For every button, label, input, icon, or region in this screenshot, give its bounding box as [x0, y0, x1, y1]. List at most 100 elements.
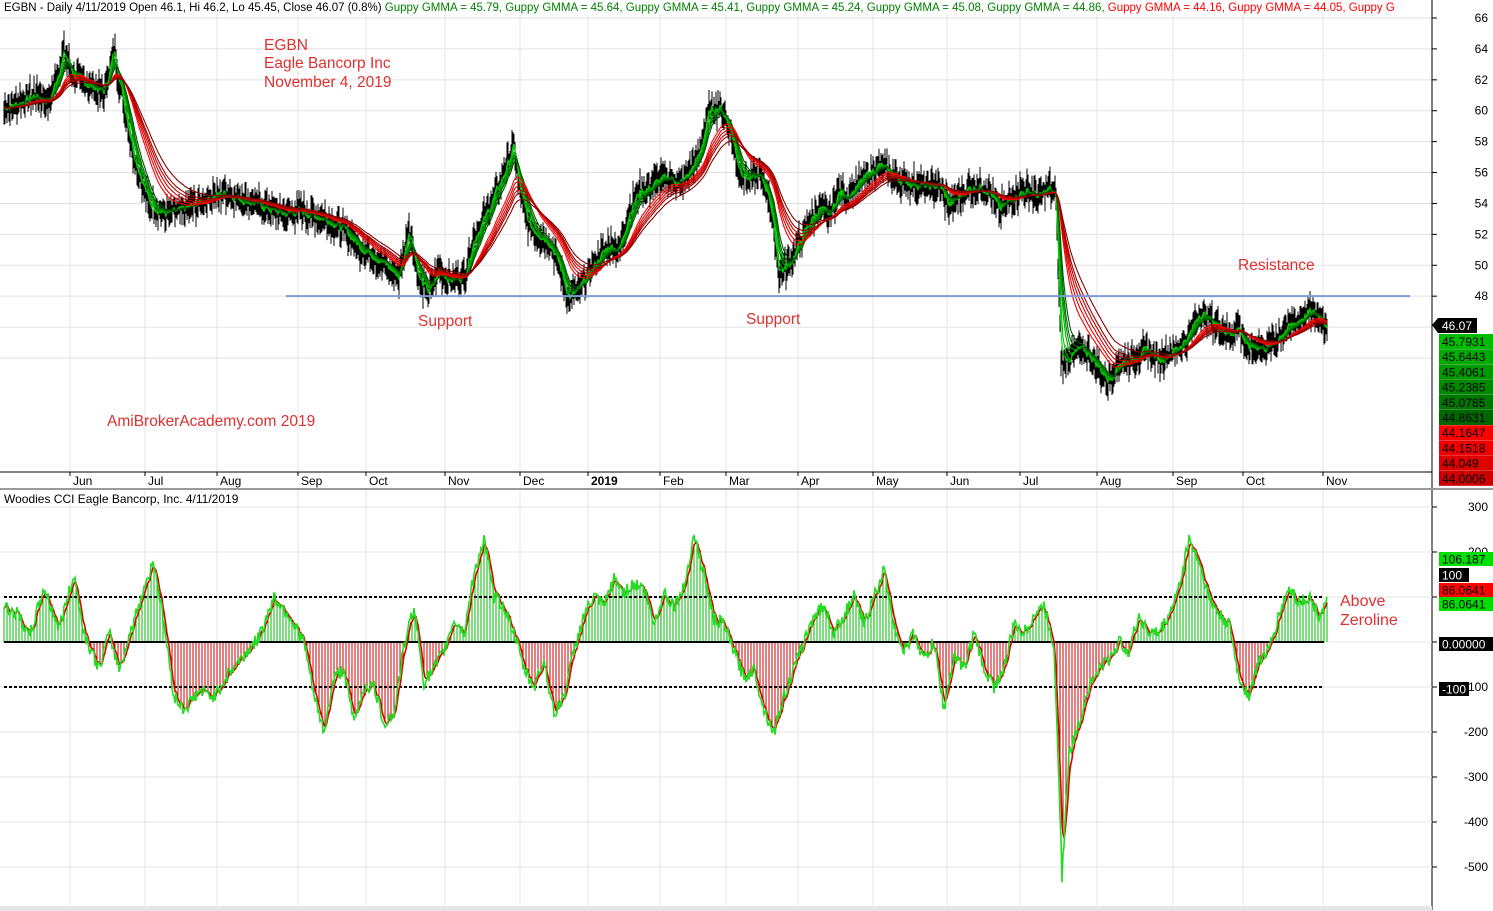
annotation-resistance: Resistance: [1238, 257, 1315, 274]
gmma-value-label-bg: [1439, 379, 1493, 395]
panel-divider[interactable]: [0, 488, 1493, 490]
price-y-tick-label: 66: [1475, 11, 1489, 25]
gmma-value-label: 44.8631: [1442, 411, 1486, 425]
price-y-tick-label: 48: [1475, 289, 1489, 303]
chart-title-line-1: EGBN: [264, 37, 308, 54]
gmma-value-label-bg: [1439, 334, 1493, 349]
header-segment: Guppy GMMA = 44.05,: [1225, 2, 1346, 14]
annotation-support-2: Support: [746, 311, 801, 328]
gmma-value-label: 44.049: [1442, 457, 1479, 471]
cci-y-tick-label: -400: [1464, 815, 1488, 829]
gmma-line-10: [3, 76, 1328, 358]
x-tick-label: Jul: [1023, 474, 1038, 488]
gmma-value-label-bg: [1439, 410, 1493, 425]
x-tick-label: Aug: [220, 474, 241, 488]
price-y-tick-label: 54: [1475, 196, 1489, 210]
gmma-line-4: [3, 62, 1328, 378]
last-price-label: 46.07: [1442, 319, 1472, 333]
price-y-tick-label: 60: [1475, 104, 1489, 118]
cci-value-label-bg: [1439, 583, 1493, 597]
gmma-value-label: 45.6443: [1442, 350, 1486, 364]
gmma-value-label-bg: [1439, 349, 1493, 365]
cci-value-label: -100: [1442, 683, 1466, 697]
header-segment: Guppy GMMA = 45.64,: [502, 2, 623, 14]
cci-value-label: 100: [1442, 569, 1462, 583]
gmma-value-label-bg: [1439, 394, 1493, 410]
annotation-above: Above: [1340, 593, 1385, 610]
chart-title-line-3: November 4, 2019: [264, 74, 392, 91]
gmma-value-label-bg: [1439, 425, 1493, 441]
x-tick-label: 2019: [591, 474, 618, 488]
x-tick-label: Nov: [448, 474, 469, 488]
cci-title: Woodies CCI Eagle Bancorp, Inc. 4/11/201…: [4, 492, 239, 506]
chart-header: EGBN - Daily 4/11/2019 Open 46.1, Hi 46.…: [4, 2, 1395, 14]
x-tick-label: Jun: [950, 474, 969, 488]
price-y-tick-label: 50: [1475, 258, 1489, 272]
cci-value-label-bg: [1439, 682, 1469, 696]
gmma-value-label: 44.1518: [1442, 441, 1486, 455]
last-price-label-bg: [1438, 318, 1477, 333]
price-y-ticks: 48 50 52 54 56 58 60 62 64 66: [1432, 11, 1488, 303]
x-tick-label: Oct: [1246, 474, 1265, 488]
cci-value-label-bg: [1439, 597, 1493, 611]
cci-panel: 3002001000-100-200-300-400-500 Woodies C…: [0, 492, 1493, 883]
horizontal-scrollbar[interactable]: [0, 906, 1432, 911]
price-y-tick-label: 52: [1475, 227, 1489, 241]
cci-value-label-bg: [1439, 568, 1469, 582]
cci-line-green: [3, 533, 1328, 883]
x-tick-label: Feb: [663, 474, 684, 488]
cci-value-label: 0.00000: [1442, 638, 1486, 652]
x-tick-label: Aug: [1100, 474, 1121, 488]
cci-y-tick-label: -200: [1464, 725, 1488, 739]
x-tick-label: Jul: [148, 474, 163, 488]
price-y-tick-label: 62: [1475, 73, 1489, 87]
gmma-value-label: 45.4061: [1442, 365, 1486, 379]
x-tick-label: Nov: [1326, 474, 1347, 488]
cci-value-label-bg: [1439, 637, 1493, 651]
header-segment: Guppy G: [1346, 2, 1395, 14]
price-y-tick-label: 64: [1475, 42, 1489, 56]
header-segment: Guppy GMMA = 45.79,: [382, 2, 503, 14]
annotation-zeroline: Zeroline: [1340, 612, 1398, 629]
x-tick-label: Dec: [523, 474, 544, 488]
gmma-value-label: 45.0785: [1442, 396, 1486, 410]
price-y-tick-label: 56: [1475, 166, 1489, 180]
header-segment: Guppy GMMA = 45.41,: [623, 2, 744, 14]
x-tick-label: Jun: [73, 474, 92, 488]
gmma-lines: [3, 49, 1328, 384]
cci-y-tick-label: 300: [1468, 500, 1488, 514]
annotation-support-1: Support: [418, 313, 473, 330]
header-segment: Guppy GMMA = 45.08,: [864, 2, 985, 14]
gmma-value-label-bg: [1439, 455, 1493, 471]
cci-y-tick-label: -500: [1464, 860, 1488, 874]
x-tick-label: Mar: [729, 474, 750, 488]
cci-value-label: 86.0641: [1442, 584, 1486, 598]
header-segment: Guppy GMMA = 45.24,: [743, 2, 864, 14]
chart-title-line-2: Eagle Bancorp Inc: [264, 55, 391, 72]
gmma-line-9: [3, 76, 1328, 360]
header-segment: EGBN - Daily 4/11/2019 Open 46.1, Hi 46.…: [4, 2, 382, 14]
gmma-value-label: 44.0006: [1442, 472, 1486, 486]
x-tick-label: Oct: [369, 474, 388, 488]
x-tick-label: Sep: [1176, 474, 1198, 488]
x-tick-label: Apr: [801, 474, 820, 488]
cci-y-tick-label: -300: [1464, 770, 1488, 784]
gmma-line-11: [3, 78, 1328, 356]
watermark-text: AmiBrokerAcademy.com 2019: [107, 413, 315, 430]
gmma-value-label-bg: [1439, 440, 1493, 456]
price-x-ticks: Jun Jul Aug Sep Oct Nov Dec 2019 Feb Mar Apr May Jun…: [69, 472, 1347, 488]
gmma-value-label-bg: [1439, 470, 1493, 486]
cci-y-tick-label: -100: [1464, 680, 1488, 694]
x-tick-label: May: [876, 474, 899, 488]
header-segment: Guppy GMMA = 44.16,: [1105, 2, 1226, 14]
cci-value-label-bg: [1439, 552, 1493, 566]
gmma-value-label-bg: [1439, 364, 1493, 380]
cci-value-label: 86.0641: [1442, 598, 1486, 612]
gmma-value-label: 45.7931: [1442, 335, 1486, 349]
gmma-value-label: 45.2385: [1442, 381, 1486, 395]
